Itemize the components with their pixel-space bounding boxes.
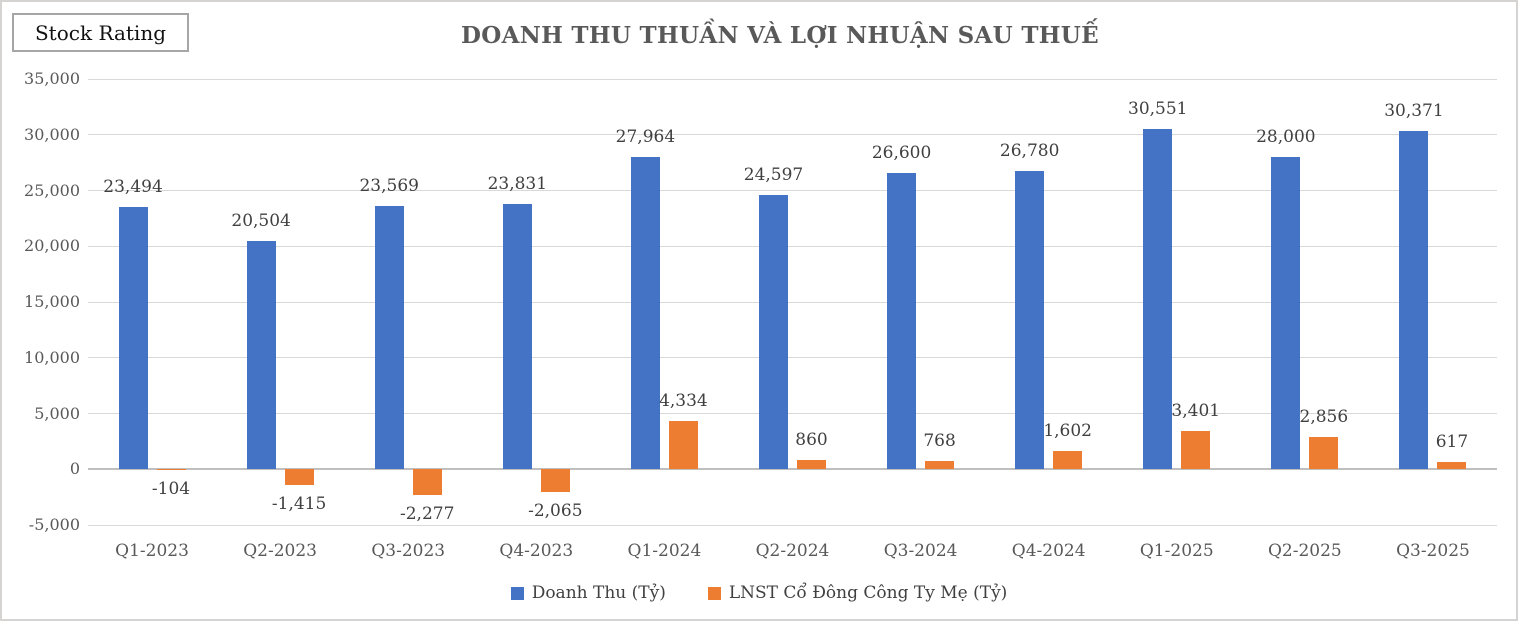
y-axis-tick-label: 10,000 xyxy=(24,347,80,367)
stock-rating-button[interactable]: Stock Rating xyxy=(12,13,189,52)
bar-value-label: -2,277 xyxy=(400,503,455,524)
plot-area: 23,494 -104 20,504 -1,415 23,569 -2,277 23,831… xyxy=(88,78,1497,526)
y-axis-tick-label: 0 xyxy=(69,459,80,479)
x-axis-category-label: Q1-2025 xyxy=(1139,541,1214,561)
bar-lnst xyxy=(1181,431,1211,470)
gridline xyxy=(88,301,1497,303)
bar-value-label: 26,780 xyxy=(999,140,1060,161)
bar-value-label: 23,831 xyxy=(487,173,548,194)
y-axis-tick-label: 15,000 xyxy=(24,292,80,311)
x-axis-category-label: Q1-2024 xyxy=(627,541,702,561)
gridline xyxy=(88,190,1497,191)
stock-rating-label: Stock Rating xyxy=(34,20,166,45)
legend-swatch-lnst xyxy=(707,586,721,600)
bar-lnst xyxy=(1437,462,1467,470)
gridline xyxy=(88,134,1497,136)
bar-lnst xyxy=(540,469,570,493)
y-axis-tick-label: 30,000 xyxy=(24,124,80,144)
bar-value-label: 1,602 xyxy=(1043,421,1092,442)
bar-doanh-thu xyxy=(502,203,532,470)
x-axis-category-label: Q2-2023 xyxy=(243,541,317,561)
x-axis-category-label: Q1-2023 xyxy=(115,541,189,561)
bar-lnst xyxy=(797,459,826,470)
y-axis-tick-label: 5,000 xyxy=(34,403,80,423)
y-axis-tick-label: 25,000 xyxy=(24,180,80,200)
bar-value-label: -2,065 xyxy=(528,501,583,522)
bar-lnst xyxy=(284,469,314,486)
gridline xyxy=(88,524,1497,526)
bar-value-label: 4,334 xyxy=(659,390,708,411)
bar-value-label: 23,494 xyxy=(103,177,163,198)
bar-value-label: 26,600 xyxy=(871,142,932,163)
legend-item-lnst: LNST Cổ Đông Công Ty Mẹ (Tỷ) xyxy=(707,583,1008,603)
bar-value-label: -104 xyxy=(151,479,191,500)
legend-swatch-doanh-thu xyxy=(510,586,524,600)
x-axis-category-label: Q4-2024 xyxy=(1011,541,1086,561)
bar-value-label: 617 xyxy=(1435,432,1469,453)
x-axis-category-label: Q4-2023 xyxy=(499,541,574,561)
bar-lnst xyxy=(1053,451,1083,470)
bar-doanh-thu xyxy=(118,207,148,470)
bar-value-label: 30,371 xyxy=(1384,100,1444,121)
bar-value-label: 768 xyxy=(923,430,956,451)
bar-doanh-thu xyxy=(759,194,788,470)
x-axis-category-label: Q2-2025 xyxy=(1267,541,1342,561)
gridline xyxy=(88,357,1497,359)
chart-legend: Doanh Thu (Tỷ) LNST Cổ Đông Công Ty Mẹ (T… xyxy=(2,583,1516,603)
bar-doanh-thu xyxy=(887,172,917,470)
bar-value-label: 3,401 xyxy=(1171,401,1221,422)
bar-doanh-thu xyxy=(1271,157,1301,470)
bar-doanh-thu xyxy=(630,157,660,470)
y-axis-tick-label: 20,000 xyxy=(24,236,80,256)
bar-value-label: 20,504 xyxy=(231,210,291,231)
bar-value-label: -1,415 xyxy=(271,494,327,515)
bar-value-label: 28,000 xyxy=(1256,127,1316,148)
bar-lnst xyxy=(925,460,955,470)
legend-item-doanh-thu: Doanh Thu (Tỷ) xyxy=(510,583,666,603)
gridline xyxy=(88,78,1497,80)
bar-doanh-thu xyxy=(1399,130,1429,470)
bar-value-label: 27,964 xyxy=(615,127,676,148)
bar-lnst xyxy=(668,420,698,470)
bar-doanh-thu xyxy=(1015,170,1045,470)
zero-axis-line xyxy=(88,468,1497,471)
bar-lnst xyxy=(1309,437,1339,470)
gridline xyxy=(88,413,1497,414)
y-axis-tick-label: -5,000 xyxy=(28,515,80,534)
bar-value-label: 23,569 xyxy=(359,176,419,197)
legend-label: LNST Cổ Đông Công Ty Mẹ (Tỷ) xyxy=(728,583,1008,603)
x-axis-category-label: Q3-2025 xyxy=(1396,541,1470,561)
bar-doanh-thu xyxy=(246,240,276,470)
bar-value-label: 2,856 xyxy=(1299,407,1349,428)
bar-value-label: 24,597 xyxy=(743,164,804,185)
bar-doanh-thu xyxy=(1143,128,1173,470)
bar-doanh-thu xyxy=(374,206,404,470)
y-axis-tick-label: 35,000 xyxy=(24,69,80,88)
bar-lnst xyxy=(412,469,442,495)
x-axis-category-label: Q3-2024 xyxy=(883,541,958,561)
gridline xyxy=(88,245,1497,247)
legend-label: Doanh Thu (Tỷ) xyxy=(531,583,666,603)
chart-title: DOANH THU THUẦN VÀ LỢI NHUẬN SAU THUẾ xyxy=(461,22,1099,49)
bar-value-label: 860 xyxy=(795,429,828,450)
bar-lnst xyxy=(156,469,186,471)
x-axis-category-label: Q3-2023 xyxy=(371,541,446,561)
bar-value-label: 30,551 xyxy=(1128,98,1188,119)
x-axis-category-label: Q2-2024 xyxy=(755,541,830,561)
